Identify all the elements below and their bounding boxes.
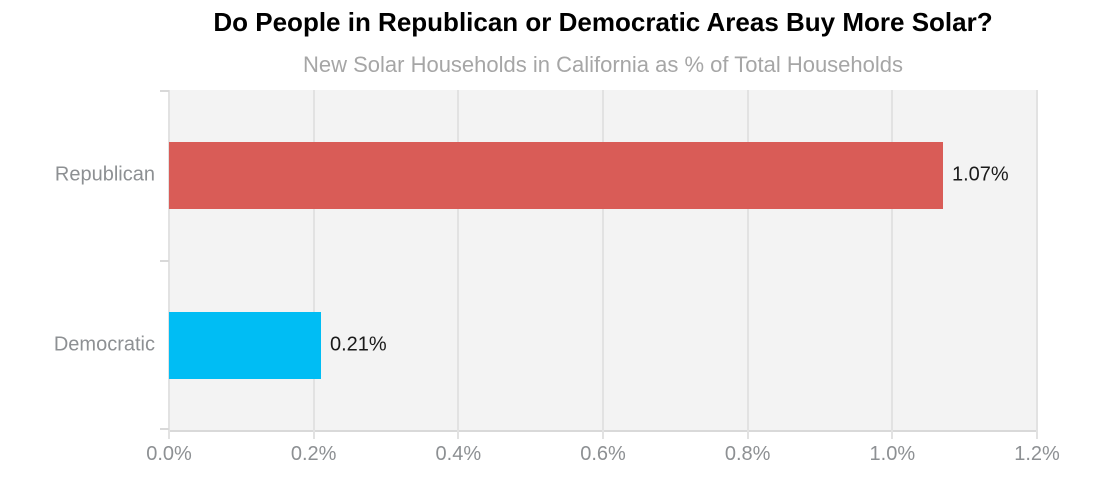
y-axis-tick: [160, 428, 169, 430]
value-label-republican: 1.07%: [952, 163, 1009, 186]
gridline-1.2%: [1036, 90, 1038, 439]
chart-title: Do People in Republican or Democratic Ar…: [213, 7, 993, 37]
gridline-0.2%: [312, 90, 315, 439]
x-tick-label-1.2%: 1.2%: [1014, 443, 1060, 465]
gridline-0.8%: [746, 90, 749, 439]
chart-header: Do People in Republican or Democratic Ar…: [169, 6, 1037, 78]
x-tick-label-0.2%: 0.2%: [290, 443, 337, 465]
x-tick-label-0.8%: 0.8%: [724, 443, 771, 465]
x-tick-label-1.0%: 1.0%: [869, 443, 916, 465]
x-tick-label-0.6%: 0.6%: [580, 443, 626, 465]
plot-area: 1.07% 0.21%: [160, 90, 1038, 439]
category-label-democratic: Democratic: [53, 333, 155, 356]
chart-subtitle: New Solar Households in California as % …: [302, 52, 904, 77]
y-axis-tick: [160, 90, 169, 92]
category-label-republican: Republican: [54, 163, 155, 186]
y-axis-tick: [160, 260, 169, 262]
gridline-0.6%: [602, 90, 604, 439]
bar-democratic: [169, 312, 321, 379]
gridline-1.0%: [891, 90, 894, 439]
bar-republican: [169, 142, 943, 209]
value-label-democratic: 0.21%: [330, 333, 387, 356]
gridline-0.4%: [457, 90, 460, 439]
x-tick-label-0.0%: 0.0%: [146, 443, 192, 465]
gridline-0.0%: [168, 90, 170, 439]
x-tick-label-0.4%: 0.4%: [435, 443, 482, 465]
